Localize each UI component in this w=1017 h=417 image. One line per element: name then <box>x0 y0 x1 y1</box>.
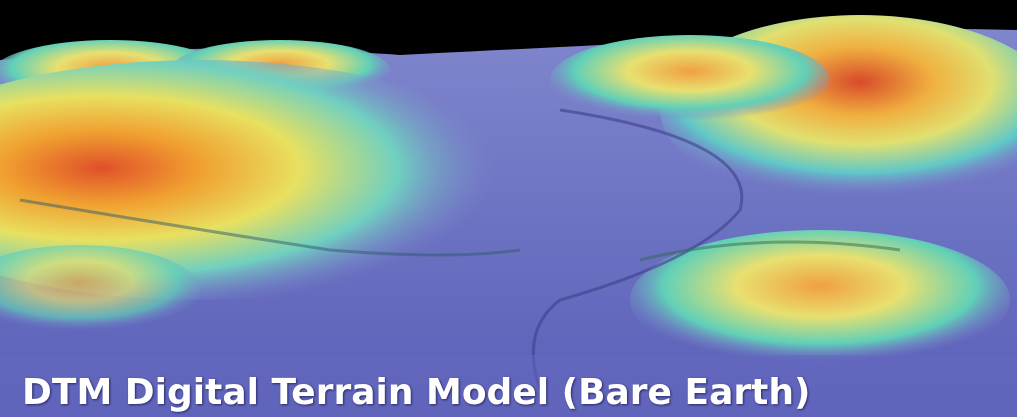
caption: DTM Digital Terrain Model (Bare Earth) <box>22 372 811 413</box>
